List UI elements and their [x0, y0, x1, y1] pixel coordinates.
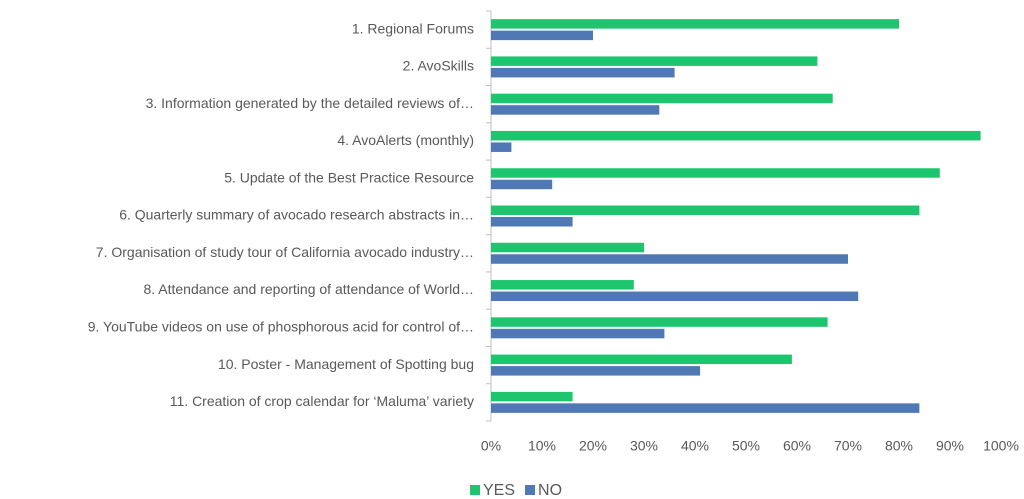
bar	[491, 217, 573, 227]
legend-label: NO	[538, 482, 562, 499]
x-tick-label: 60%	[783, 438, 811, 454]
y-tick-label: 9. YouTube videos on use of phosphorous …	[88, 319, 474, 335]
x-tick-label: 70%	[834, 438, 862, 454]
legend-swatch	[470, 485, 480, 495]
bar	[491, 19, 899, 29]
bar	[491, 56, 818, 66]
bar	[491, 168, 940, 178]
x-tick-label: 40%	[681, 438, 709, 454]
bar	[491, 280, 634, 290]
y-tick-label: 7. Organisation of study tour of Califor…	[96, 244, 474, 260]
y-tick-label: 6. Quarterly summary of avocado research…	[119, 207, 474, 223]
x-tick-label: 80%	[885, 438, 913, 454]
y-tick-label: 11. Creation of crop calendar for ‘Malum…	[170, 393, 474, 409]
x-tick-label: 50%	[732, 438, 760, 454]
bar	[491, 242, 644, 253]
x-tick-label: 0%	[481, 438, 501, 454]
bar	[491, 354, 792, 365]
bar	[491, 67, 675, 78]
bar	[491, 142, 512, 152]
y-tick-label: 4. AvoAlerts (monthly)	[337, 132, 474, 148]
x-tick-label: 100%	[983, 438, 1019, 454]
bar	[491, 254, 848, 264]
y-tick-label: 3. Information generated by the detailed…	[146, 95, 474, 111]
y-tick-label: 5. Update of the Best Practice Resource	[224, 169, 474, 185]
y-tick-label: 2. AvoSkills	[403, 58, 474, 74]
x-tick-label: 10%	[528, 438, 556, 454]
bar	[491, 328, 665, 339]
bar	[491, 30, 593, 41]
legend-label: YES	[483, 482, 515, 499]
bar	[491, 291, 859, 302]
bar	[491, 93, 833, 104]
bar	[491, 317, 828, 327]
x-tick-label: 20%	[579, 438, 607, 454]
bar	[491, 130, 981, 141]
bar	[491, 205, 920, 215]
bar	[491, 366, 701, 376]
y-tick-label: 10. Poster - Management of Spotting bug	[218, 356, 474, 372]
y-tick-label: 1. Regional Forums	[352, 20, 474, 36]
legend-swatch	[525, 485, 536, 495]
x-tick-label: 90%	[936, 438, 964, 454]
bar	[491, 179, 553, 190]
x-tick-label: 30%	[630, 438, 658, 454]
bar	[491, 403, 920, 413]
y-tick-label: 8. Attendance and reporting of attendanc…	[143, 281, 474, 297]
bar	[491, 105, 660, 115]
bar	[491, 391, 573, 402]
